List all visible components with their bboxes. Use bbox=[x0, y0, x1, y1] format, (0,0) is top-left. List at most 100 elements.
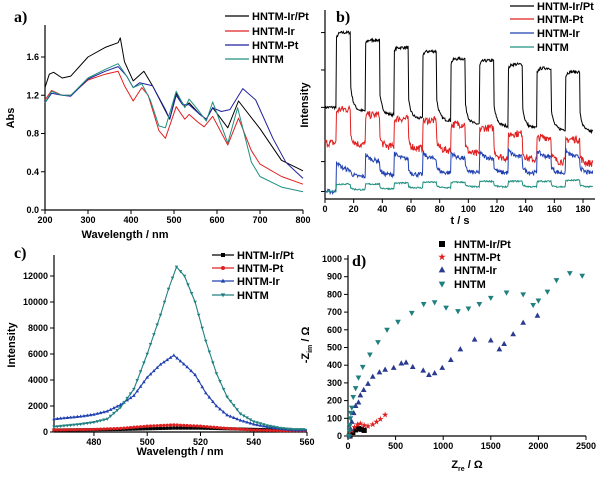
series-hntm-point bbox=[443, 305, 449, 311]
series-hntm-line bbox=[324, 178, 594, 194]
series-hntm-marker bbox=[62, 424, 66, 428]
series-hntm-pt-marker bbox=[225, 426, 229, 430]
series-hntm-point bbox=[520, 292, 527, 298]
series-hntm-ir-point bbox=[403, 359, 409, 365]
series-hntm-ir-marker bbox=[118, 402, 123, 406]
series-hntm-point bbox=[384, 327, 390, 333]
series-hntm-marker bbox=[232, 404, 236, 408]
series-hntm-marker bbox=[295, 428, 299, 432]
series-hntm-pt-marker bbox=[148, 424, 153, 428]
series-hntm-ir-marker bbox=[251, 422, 256, 426]
series-hntm-ir-marker bbox=[102, 410, 106, 414]
series-hntm-ir-marker bbox=[245, 420, 249, 424]
series-hntm-marker bbox=[166, 287, 171, 291]
series-hntm bbox=[346, 271, 586, 440]
x-tick-label: 500 bbox=[140, 437, 155, 447]
series-hntm-pt-marker bbox=[235, 427, 239, 431]
legend-marker bbox=[438, 253, 446, 261]
series-hntm-marker bbox=[102, 418, 106, 422]
series-hntm-pt-marker bbox=[165, 423, 169, 427]
series-hntm-pt-marker bbox=[108, 427, 113, 431]
x-tick-label: 140 bbox=[518, 204, 533, 214]
series-hntm-ir-point bbox=[510, 331, 517, 337]
legend-marker bbox=[221, 253, 225, 257]
series-hntm-marker bbox=[118, 406, 123, 410]
series-hntm-pt-marker bbox=[188, 424, 193, 428]
panel-label: a) bbox=[14, 9, 27, 26]
x-tick-label: 1500 bbox=[481, 441, 501, 451]
legend-label: HNTM bbox=[237, 290, 269, 302]
series-hntm-ir-point bbox=[409, 363, 416, 370]
series-hntm-pt-marker bbox=[75, 428, 79, 432]
series-hntm-ir-point bbox=[382, 366, 388, 372]
series-hntm-marker bbox=[105, 417, 110, 421]
series-hntm-pt-marker bbox=[95, 427, 99, 431]
series-hntm-ir-marker bbox=[182, 362, 186, 366]
y-tick-label: 500 bbox=[327, 343, 342, 353]
series-hntm-ir-marker bbox=[55, 416, 60, 420]
series-hntm-ir-pt-marker bbox=[158, 426, 163, 431]
series-hntm-pt-marker bbox=[99, 427, 103, 431]
y-axis-title: Intensity bbox=[299, 82, 311, 128]
series-hntm-pt-marker bbox=[178, 423, 183, 427]
series-hntm-point bbox=[503, 290, 510, 296]
series-hntm-ir-marker bbox=[108, 407, 113, 411]
series-hntm-marker bbox=[182, 274, 187, 278]
series-hntm-ir-marker bbox=[158, 362, 163, 366]
series-hntm-marker bbox=[255, 421, 259, 425]
x-axis-title-main: Z bbox=[451, 459, 458, 471]
series-hntm-point bbox=[346, 433, 352, 440]
series-hntm-pt bbox=[44, 66, 304, 179]
series-hntm-ir-marker bbox=[238, 418, 243, 422]
series-hntm-marker bbox=[145, 352, 149, 356]
x-tick-label: 2500 bbox=[576, 441, 596, 451]
series-hntm-marker bbox=[261, 423, 266, 427]
series-hntm-ir-point bbox=[431, 370, 438, 376]
x-tick-label: 800 bbox=[295, 215, 310, 225]
x-axis-title: Zre / Ω bbox=[451, 459, 483, 473]
series-hntm-pt-marker bbox=[198, 424, 203, 428]
x-tick-label: 560 bbox=[299, 437, 314, 447]
series-hntm-ir-marker bbox=[82, 413, 86, 418]
legend-item: HNTM-Ir bbox=[510, 28, 580, 40]
series-hntm-ir-marker bbox=[135, 389, 139, 393]
series-hntm-marker bbox=[148, 342, 153, 347]
series-hntm-ir-pt-line bbox=[324, 30, 594, 135]
series-hntm-ir-marker bbox=[241, 419, 246, 423]
series-hntm-ir-point bbox=[369, 373, 376, 379]
series-hntm-pt-marker bbox=[89, 427, 93, 432]
series-hntm-pt-marker bbox=[195, 424, 199, 428]
series-hntm-ir-pt-point bbox=[361, 427, 367, 433]
series-hntm-ir-pt-marker bbox=[148, 427, 153, 431]
series-hntm-point bbox=[465, 306, 472, 312]
series-hntm-marker bbox=[158, 313, 163, 317]
series-hntm-point bbox=[355, 375, 362, 381]
series-hntm-ir-marker bbox=[75, 414, 80, 419]
series-hntm-marker bbox=[271, 425, 276, 429]
x-axis-title: t / s bbox=[451, 215, 470, 227]
series-hntm-marker bbox=[115, 408, 120, 413]
series-hntm-ir-marker bbox=[207, 395, 212, 399]
series-hntm-marker bbox=[92, 420, 96, 425]
series-hntm-marker bbox=[142, 361, 146, 365]
series-hntm-marker bbox=[75, 423, 80, 427]
series-hntm-pt-marker bbox=[238, 427, 243, 431]
y-tick-label: 900 bbox=[327, 272, 342, 282]
series-hntm-ir-pt bbox=[324, 30, 594, 135]
series-hntm-marker bbox=[225, 395, 229, 399]
series-hntm-marker bbox=[170, 276, 175, 280]
series-hntm-ir-pt-marker bbox=[155, 426, 159, 431]
y-tick-label: 800 bbox=[327, 289, 342, 299]
series-hntm-ir-marker bbox=[65, 415, 70, 419]
series-hntm-pt-point bbox=[373, 418, 380, 425]
x-tick-label: 1000 bbox=[433, 441, 453, 451]
series-hntm-ir-point bbox=[398, 360, 405, 366]
series-hntm-ir-point bbox=[420, 367, 427, 373]
legend-label: HNTM bbox=[454, 279, 486, 291]
y-axis-title: -Zim / Ω bbox=[300, 327, 314, 364]
series-hntm-point bbox=[566, 271, 573, 277]
series-hntm-pt-marker bbox=[158, 423, 163, 428]
series-hntm-ir-pt-point bbox=[355, 425, 362, 432]
series-hntm-ir-pt-marker bbox=[195, 426, 199, 430]
series-hntm-ir bbox=[346, 312, 541, 439]
